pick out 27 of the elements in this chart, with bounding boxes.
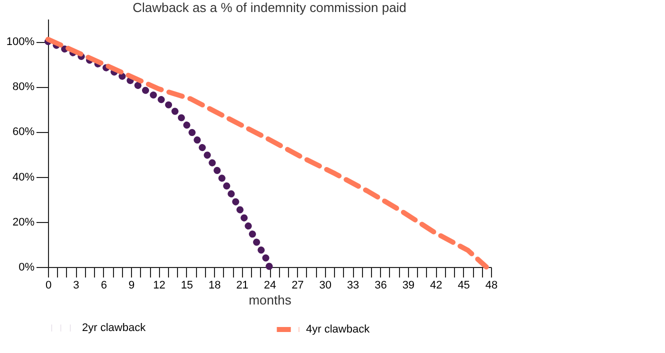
- y-tick-label: 100%: [6, 36, 35, 48]
- x-tick-label: 30: [319, 280, 332, 292]
- y-tick-label: 40%: [12, 171, 35, 184]
- x-tick-label: 33: [346, 280, 360, 292]
- x-tick-label: 9: [128, 280, 135, 292]
- x-tick-label: 0: [45, 280, 52, 292]
- x-tick-label: 36: [374, 280, 387, 292]
- y-tick-label: 0%: [18, 262, 35, 274]
- legend-label: 4yr clawback: [306, 324, 370, 336]
- x-tick-label: 3: [73, 280, 80, 292]
- x-tick-label: 15: [180, 280, 194, 292]
- x-tick-label: 18: [208, 280, 221, 292]
- x-tick-label: 39: [402, 280, 415, 292]
- x-tick-label: 45: [458, 280, 470, 292]
- chart-title: Clawback as a % of indemnity commission paid: [132, 0, 406, 15]
- x-tick-label: 6: [100, 280, 107, 292]
- x-axis-title: months: [248, 292, 292, 308]
- x-tick-label: 27: [292, 280, 304, 292]
- x-tick-label: 12: [153, 280, 166, 292]
- x-tick-label: 48: [485, 280, 498, 292]
- x-tick-label: 24: [264, 280, 276, 292]
- y-tick-label: 60%: [12, 126, 35, 138]
- y-tick-label: 80%: [12, 81, 35, 94]
- x-tick-label: 42: [430, 280, 442, 292]
- x-tick-label: 21: [236, 280, 248, 292]
- legend-label: 2yr clawback: [82, 322, 146, 334]
- y-tick-label: 20%: [12, 216, 35, 228]
